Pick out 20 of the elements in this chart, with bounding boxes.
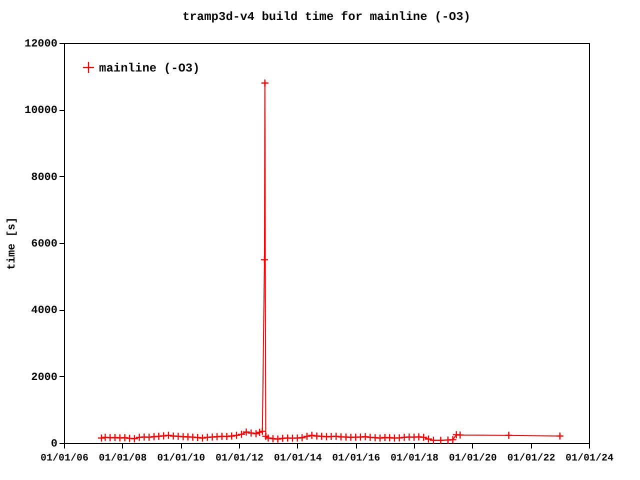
x-tick-label: 01/01/10 — [157, 452, 206, 464]
x-tick-label: 01/01/08 — [98, 452, 147, 464]
x-tick-label: 01/01/20 — [448, 452, 497, 464]
y-tick-label: 8000 — [31, 172, 58, 184]
y-tick-label: 12000 — [24, 38, 58, 50]
x-tick-label: 01/01/22 — [507, 452, 556, 464]
x-tick-label: 01/01/12 — [215, 452, 264, 464]
y-axis-title: time [s] — [6, 217, 18, 270]
y-tick-label: 4000 — [31, 305, 58, 318]
y-tick-label: 6000 — [31, 238, 58, 250]
x-tick-label: 01/01/24 — [565, 452, 614, 464]
chart-title: tramp3d-v4 build time for mainline (-O3) — [182, 10, 471, 24]
legend-label: mainline (-O3) — [99, 62, 200, 76]
x-tick-label: 01/01/18 — [390, 452, 439, 464]
y-tick-label: 0 — [50, 438, 58, 450]
x-tick-label: 01/01/16 — [332, 452, 380, 464]
y-tick-label: 10000 — [24, 105, 58, 118]
y-tick-label: 2000 — [31, 372, 58, 384]
x-tick-label: 01/01/06 — [40, 452, 89, 464]
x-tick-label: 01/01/14 — [274, 452, 322, 464]
